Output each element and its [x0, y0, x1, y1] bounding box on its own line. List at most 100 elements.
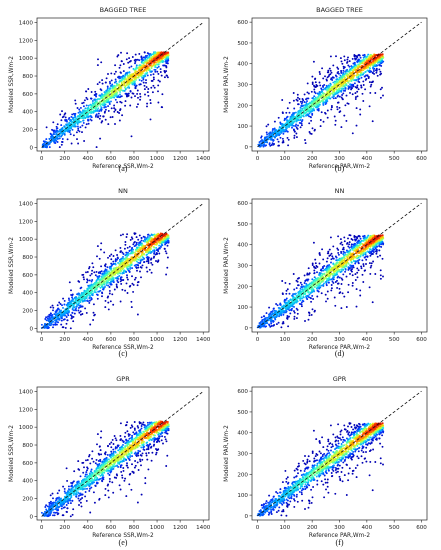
data-point: [42, 140, 45, 143]
data-point: [273, 120, 276, 123]
data-point: [110, 280, 113, 283]
data-point: [94, 98, 97, 101]
data-point: [299, 100, 302, 103]
data-point: [60, 119, 63, 122]
data-point: [146, 74, 149, 77]
data-point: [98, 110, 101, 113]
data-point: [92, 104, 95, 107]
data-point: [104, 306, 107, 309]
data-point: [98, 117, 101, 120]
data-point: [99, 108, 102, 111]
data-point: [100, 93, 103, 96]
data-point: [263, 139, 266, 142]
data-point: [118, 264, 121, 267]
data-point: [110, 72, 113, 75]
data-point: [353, 55, 356, 57]
data-point: [166, 62, 169, 65]
data-point: [83, 278, 85, 281]
data-point: [313, 309, 316, 312]
data-point: [151, 58, 154, 61]
data-point: [144, 240, 147, 243]
data-point: [97, 112, 100, 115]
data-point: [341, 62, 344, 65]
data-point: [130, 96, 133, 99]
data-point: [287, 124, 290, 127]
data-point: [82, 105, 85, 108]
data-point: [140, 72, 143, 75]
data-point: [59, 303, 62, 305]
data-point: [68, 281, 71, 284]
data-point: [107, 105, 110, 108]
data-point: [347, 64, 350, 67]
data-point: [51, 304, 54, 307]
data-point: [298, 121, 301, 124]
data-point: [77, 293, 80, 296]
data-point: [130, 300, 133, 303]
data-point: [343, 75, 346, 78]
data-point: [124, 100, 127, 103]
data-point: [92, 311, 95, 314]
data-point: [349, 68, 352, 70]
data-point: [322, 102, 325, 105]
x-tick-label: 800: [129, 337, 140, 343]
data-point: [70, 289, 72, 292]
data-point: [378, 61, 381, 64]
data-point: [102, 288, 105, 291]
data-point: [129, 266, 132, 269]
data-point: [357, 88, 360, 91]
data-point: [355, 124, 358, 127]
data-point: [353, 63, 356, 65]
x-tick-label: 200: [307, 156, 318, 162]
data-point: [113, 268, 116, 271]
data-point: [114, 78, 117, 81]
data-point: [284, 126, 287, 129]
data-point: [295, 317, 298, 320]
data-point: [131, 267, 134, 270]
data-point: [94, 100, 97, 103]
data-point: [76, 107, 79, 109]
data-point: [271, 129, 274, 132]
data-point: [159, 71, 162, 73]
data-point: [152, 76, 155, 79]
data-point: [163, 234, 166, 237]
data-point: [165, 54, 168, 57]
data-point: [157, 90, 159, 93]
data-point: [354, 67, 357, 70]
data-point: [93, 291, 96, 294]
x-tick-label: 1200: [173, 337, 188, 343]
data-point: [264, 325, 267, 328]
data-point: [138, 68, 141, 71]
data-point: [76, 123, 79, 125]
data-point: [45, 138, 48, 141]
data-point: [48, 142, 51, 145]
data-point: [341, 94, 344, 96]
data-point: [333, 84, 336, 87]
data-point: [128, 74, 130, 77]
data-point: [271, 130, 274, 133]
data-point: [162, 238, 165, 241]
data-point: [56, 304, 59, 307]
data-point: [276, 138, 279, 141]
data-point: [141, 264, 144, 267]
data-point: [68, 116, 71, 119]
data-point: [142, 70, 145, 73]
data-point: [127, 267, 130, 270]
data-point: [160, 233, 163, 235]
data-point: [94, 90, 97, 93]
data-point: [73, 124, 76, 127]
data-point: [56, 309, 59, 311]
data-point: [129, 238, 132, 241]
data-point: [133, 59, 136, 62]
data-point: [302, 296, 305, 299]
data-point: [116, 276, 119, 279]
data-point: [165, 232, 168, 235]
data-point: [124, 258, 127, 261]
data-point: [67, 314, 70, 317]
data-point: [103, 106, 106, 109]
data-point: [96, 277, 99, 280]
data-point: [358, 71, 360, 74]
data-point: [82, 291, 85, 294]
data-point: [363, 75, 366, 78]
data-point: [112, 262, 115, 265]
data-point: [81, 297, 84, 300]
